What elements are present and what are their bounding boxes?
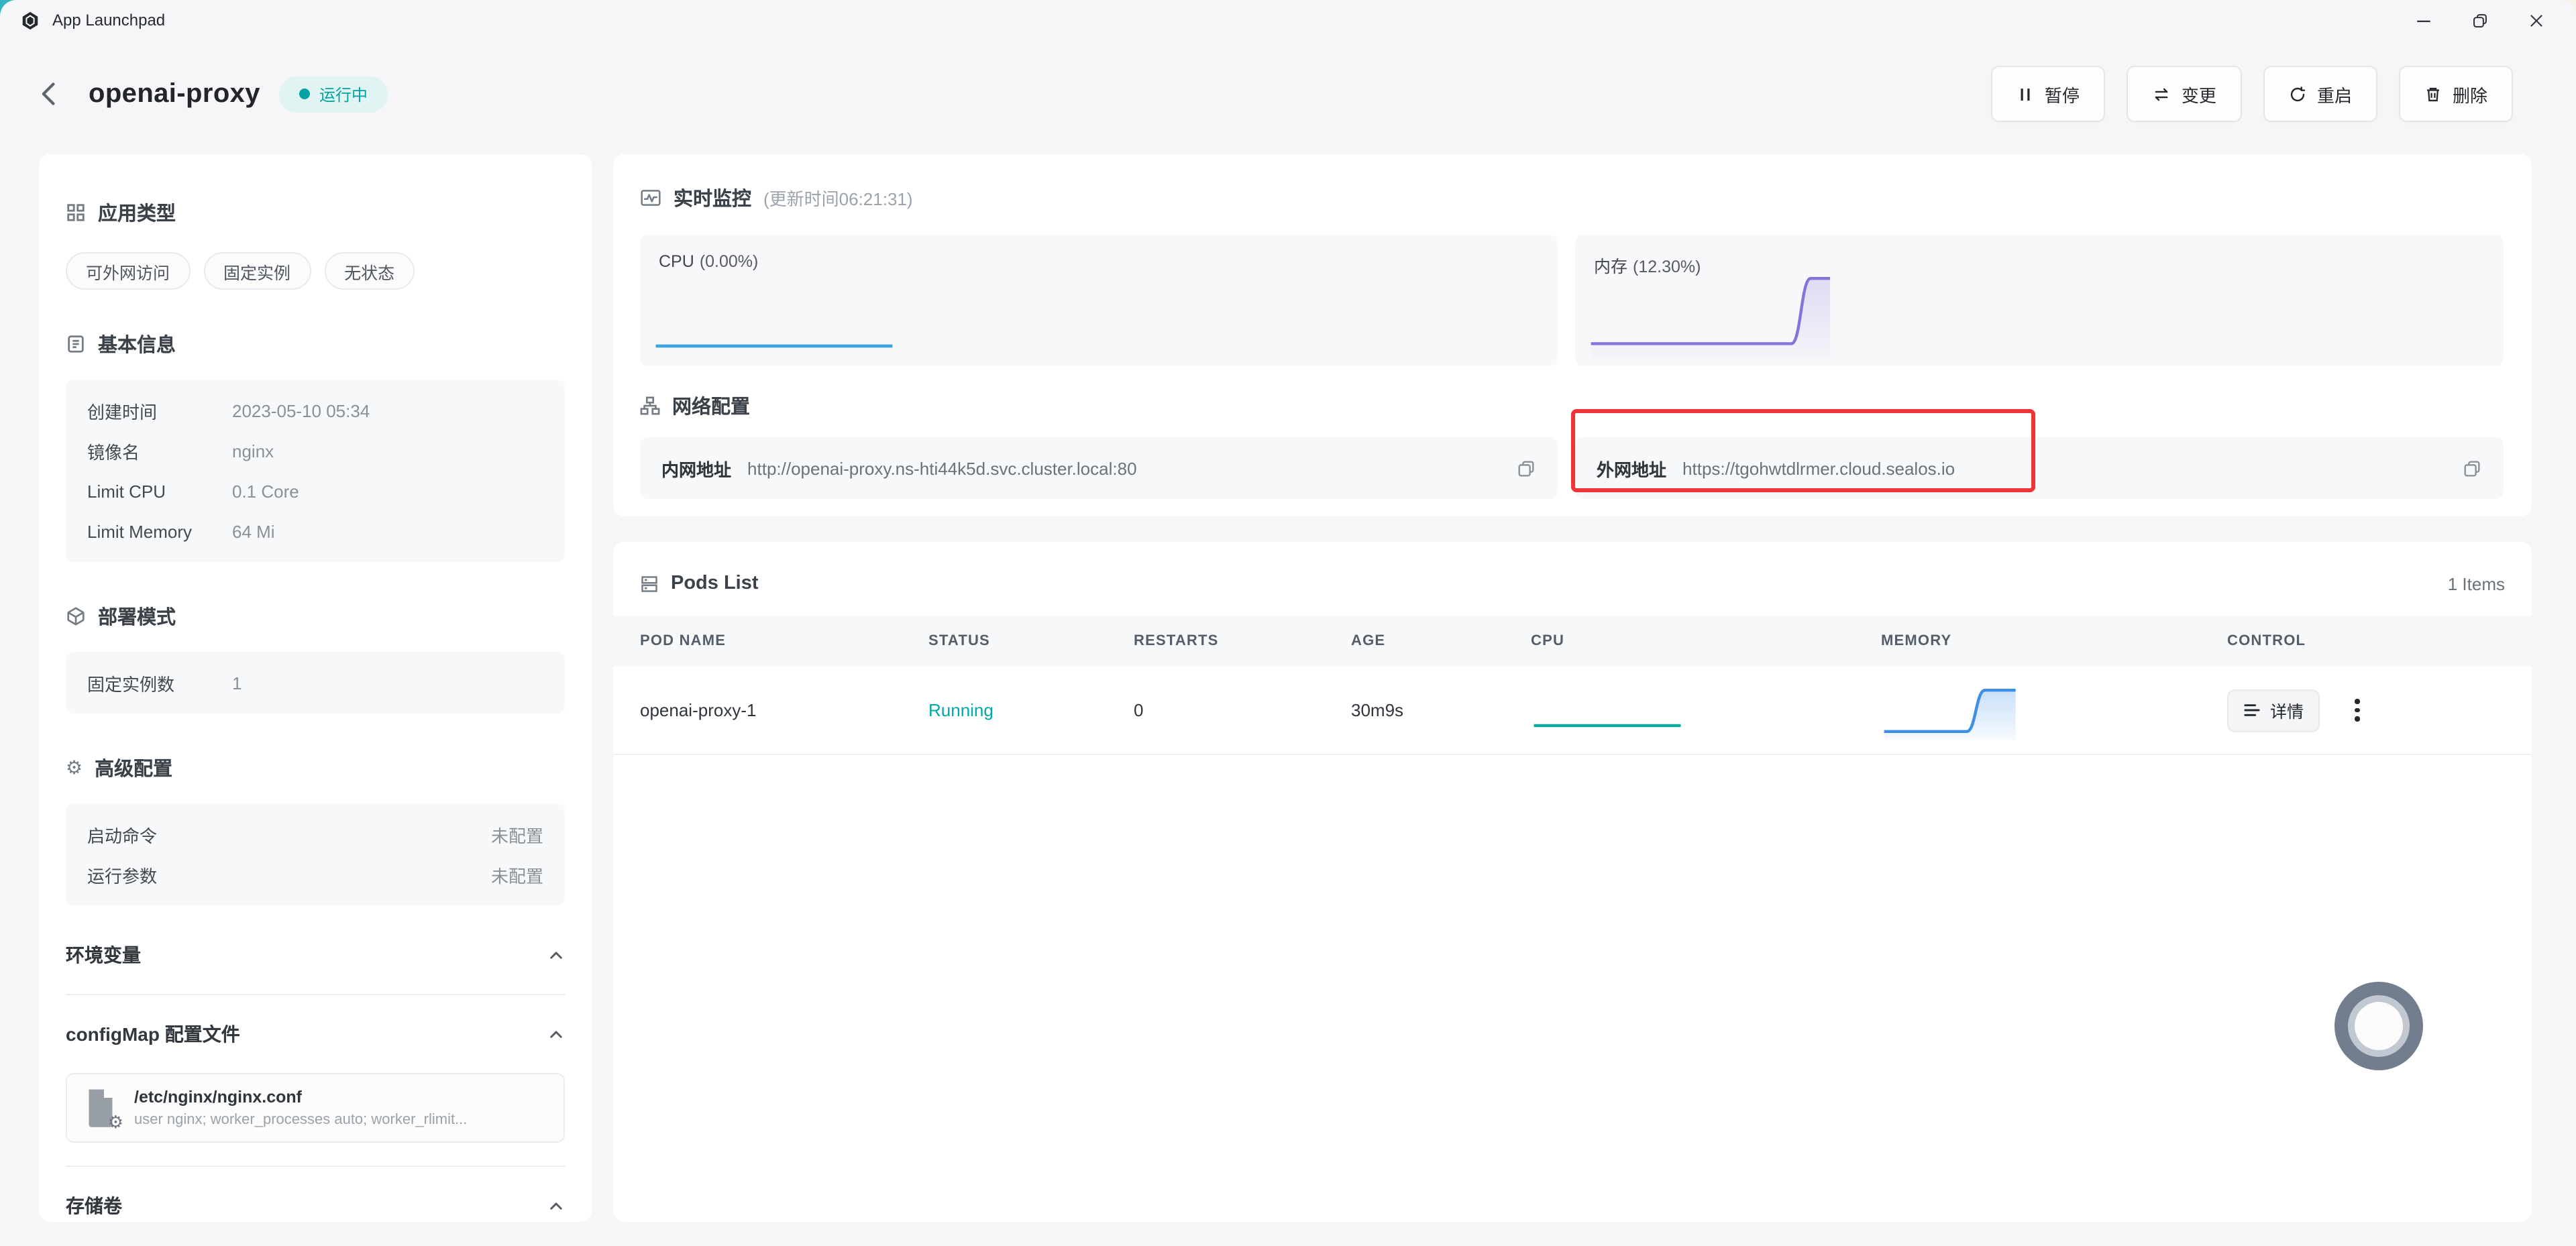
copy-icon[interactable] (2462, 458, 2482, 478)
pods-panel: Pods List 1 Items POD NAME STATUS RESTART… (613, 542, 2532, 1222)
monitoring-update-time: (更新时间06:21:31) (763, 189, 913, 209)
cpu-sparkline (653, 262, 895, 358)
deploy-mode-section-header: 部署模式 (66, 602, 565, 630)
internal-address-row: 内网地址 http://openai-proxy.ns-hti44k5d.svc… (640, 437, 1558, 499)
network-title: 网络配置 (672, 397, 750, 418)
minimize-icon[interactable] (2412, 9, 2434, 31)
env-vars-collapse[interactable]: 环境变量 (66, 916, 565, 995)
tag-external-access: 可外网访问 (66, 252, 191, 290)
storage-title: 存储卷 (66, 1195, 122, 1216)
external-address-url[interactable]: https://tgohwtdlrmer.cloud.sealos.io (1682, 458, 1955, 478)
pods-title: Pods List (671, 573, 759, 594)
app-title: App Launchpad (52, 11, 166, 30)
external-address-label: 外网地址 (1597, 459, 1667, 479)
configmap-file-preview: user nginx; worker_processes auto; worke… (134, 1112, 468, 1128)
titlebar: App Launchpad (0, 0, 2576, 40)
app-type-section-header: 应用类型 (66, 199, 565, 227)
restart-icon (2290, 86, 2306, 101)
deploy-mode-title: 部署模式 (98, 608, 176, 629)
pause-icon (2021, 88, 2030, 100)
trash-icon (2427, 87, 2439, 101)
cpu-chart: CPU (0.00%) (640, 235, 1558, 366)
page-header: openai-proxy 运行中 暂停 变更 (0, 40, 2576, 123)
tag-stateless: 无状态 (324, 252, 415, 290)
sidebar: 应用类型 可外网访问 固定实例 无状态 基本信息 (39, 154, 592, 1222)
app-type-title: 应用类型 (98, 204, 176, 225)
gear-icon: ⚙ (66, 757, 83, 779)
cube-icon (66, 606, 86, 626)
pod-name: openai-proxy-1 (640, 700, 757, 720)
external-address-row: 外网地址 https://tgohwtdlrmer.cloud.sealos.i… (1575, 437, 2504, 499)
basic-info-card: 创建时间 2023-05-10 05:34 镜像名 nginx Limit CP… (66, 380, 565, 562)
memory-sparkline (1589, 262, 1830, 358)
close-icon[interactable] (2525, 9, 2546, 31)
internal-address-url: http://openai-proxy.ns-hti44k5d.svc.clus… (747, 458, 1137, 478)
chevron-up-icon (547, 1025, 565, 1043)
divider (66, 1166, 565, 1167)
restart-button[interactable]: 重启 (2263, 66, 2377, 122)
pod-restarts: 0 (1134, 700, 1144, 720)
pod-detail-button[interactable]: 详情 (2227, 689, 2320, 732)
info-row-image: 镜像名 nginx (87, 441, 274, 462)
document-icon (66, 334, 86, 354)
grid-icon (66, 203, 86, 223)
configmap-title: configMap 配置文件 (66, 1023, 240, 1045)
app-logo-icon (22, 11, 38, 30)
info-row-replicas: 固定实例数 1 (87, 673, 242, 694)
info-row-created: 创建时间 2023-05-10 05:34 (87, 400, 370, 422)
memory-chart: 内存 (12.30%) (1575, 235, 2504, 366)
storage-collapse[interactable]: 存储卷 (66, 1167, 565, 1245)
env-vars-title: 环境变量 (66, 944, 141, 966)
deploy-mode-card: 固定实例数 1 (66, 652, 565, 714)
kebab-menu-icon[interactable] (2349, 694, 2365, 727)
info-row-run-args: 运行参数 未配置 (87, 866, 543, 886)
tag-fixed-instance: 固定实例 (203, 252, 311, 290)
change-button[interactable]: 变更 (2126, 66, 2242, 122)
copy-icon[interactable] (1516, 458, 1536, 478)
pause-button[interactable]: 暂停 (1990, 66, 2105, 122)
network-icon (640, 396, 660, 416)
pod-age: 30m9s (1351, 700, 1404, 720)
monitor-pulse-icon (640, 188, 661, 208)
status-dot-icon (299, 89, 310, 99)
pod-status: Running (928, 700, 994, 720)
info-row-start-command: 启动命令 未配置 (87, 826, 543, 846)
internal-address-label: 内网地址 (661, 459, 732, 479)
monitoring-panel: 实时监控 (更新时间06:21:31) CPU (0.00%) 内存 (12.3 (613, 154, 2532, 516)
list-icon (640, 573, 659, 593)
configmap-collapse[interactable]: configMap 配置文件 (66, 995, 565, 1073)
change-icon (2155, 87, 2168, 101)
pods-table-header: POD NAME STATUS RESTARTS AGE CPU MEMORY CON… (613, 616, 2532, 667)
monitoring-title: 实时监控 (674, 189, 751, 211)
basic-info-section-header: 基本信息 (66, 330, 565, 358)
configmap-file-path: /etc/nginx/nginx.conf (134, 1088, 303, 1107)
table-row[interactable]: openai-proxy-1 Running 0 30m9s (613, 667, 2532, 755)
restore-icon[interactable] (2469, 9, 2490, 31)
info-row-limit-cpu: Limit CPU 0.1 Core (87, 481, 299, 501)
lines-icon (2244, 704, 2260, 716)
info-row-limit-memory: Limit Memory 64 Mi (87, 521, 275, 541)
chevron-up-icon (547, 946, 565, 964)
file-gear-icon: ⚙ (83, 1088, 123, 1132)
basic-info-title: 基本信息 (98, 335, 176, 357)
advanced-card: 启动命令 未配置 运行参数 未配置 (66, 803, 565, 905)
advanced-title: 高级配置 (95, 759, 173, 781)
advanced-section-header: ⚙ 高级配置 (66, 754, 565, 782)
back-button[interactable] (35, 79, 64, 109)
status-badge-label: 运行中 (319, 85, 368, 104)
chevron-up-icon (547, 1197, 565, 1214)
page-title: openai-proxy (89, 78, 260, 108)
pods-count: 1 Items (2447, 573, 2505, 593)
pod-cpu-sparkline (1531, 681, 1684, 740)
delete-button[interactable]: 删除 (2398, 66, 2513, 122)
pod-memory-sparkline (1881, 681, 2034, 740)
configmap-file-item[interactable]: ⚙ /etc/nginx/nginx.conf user nginx; work… (66, 1073, 565, 1143)
status-badge: 运行中 (278, 76, 388, 112)
